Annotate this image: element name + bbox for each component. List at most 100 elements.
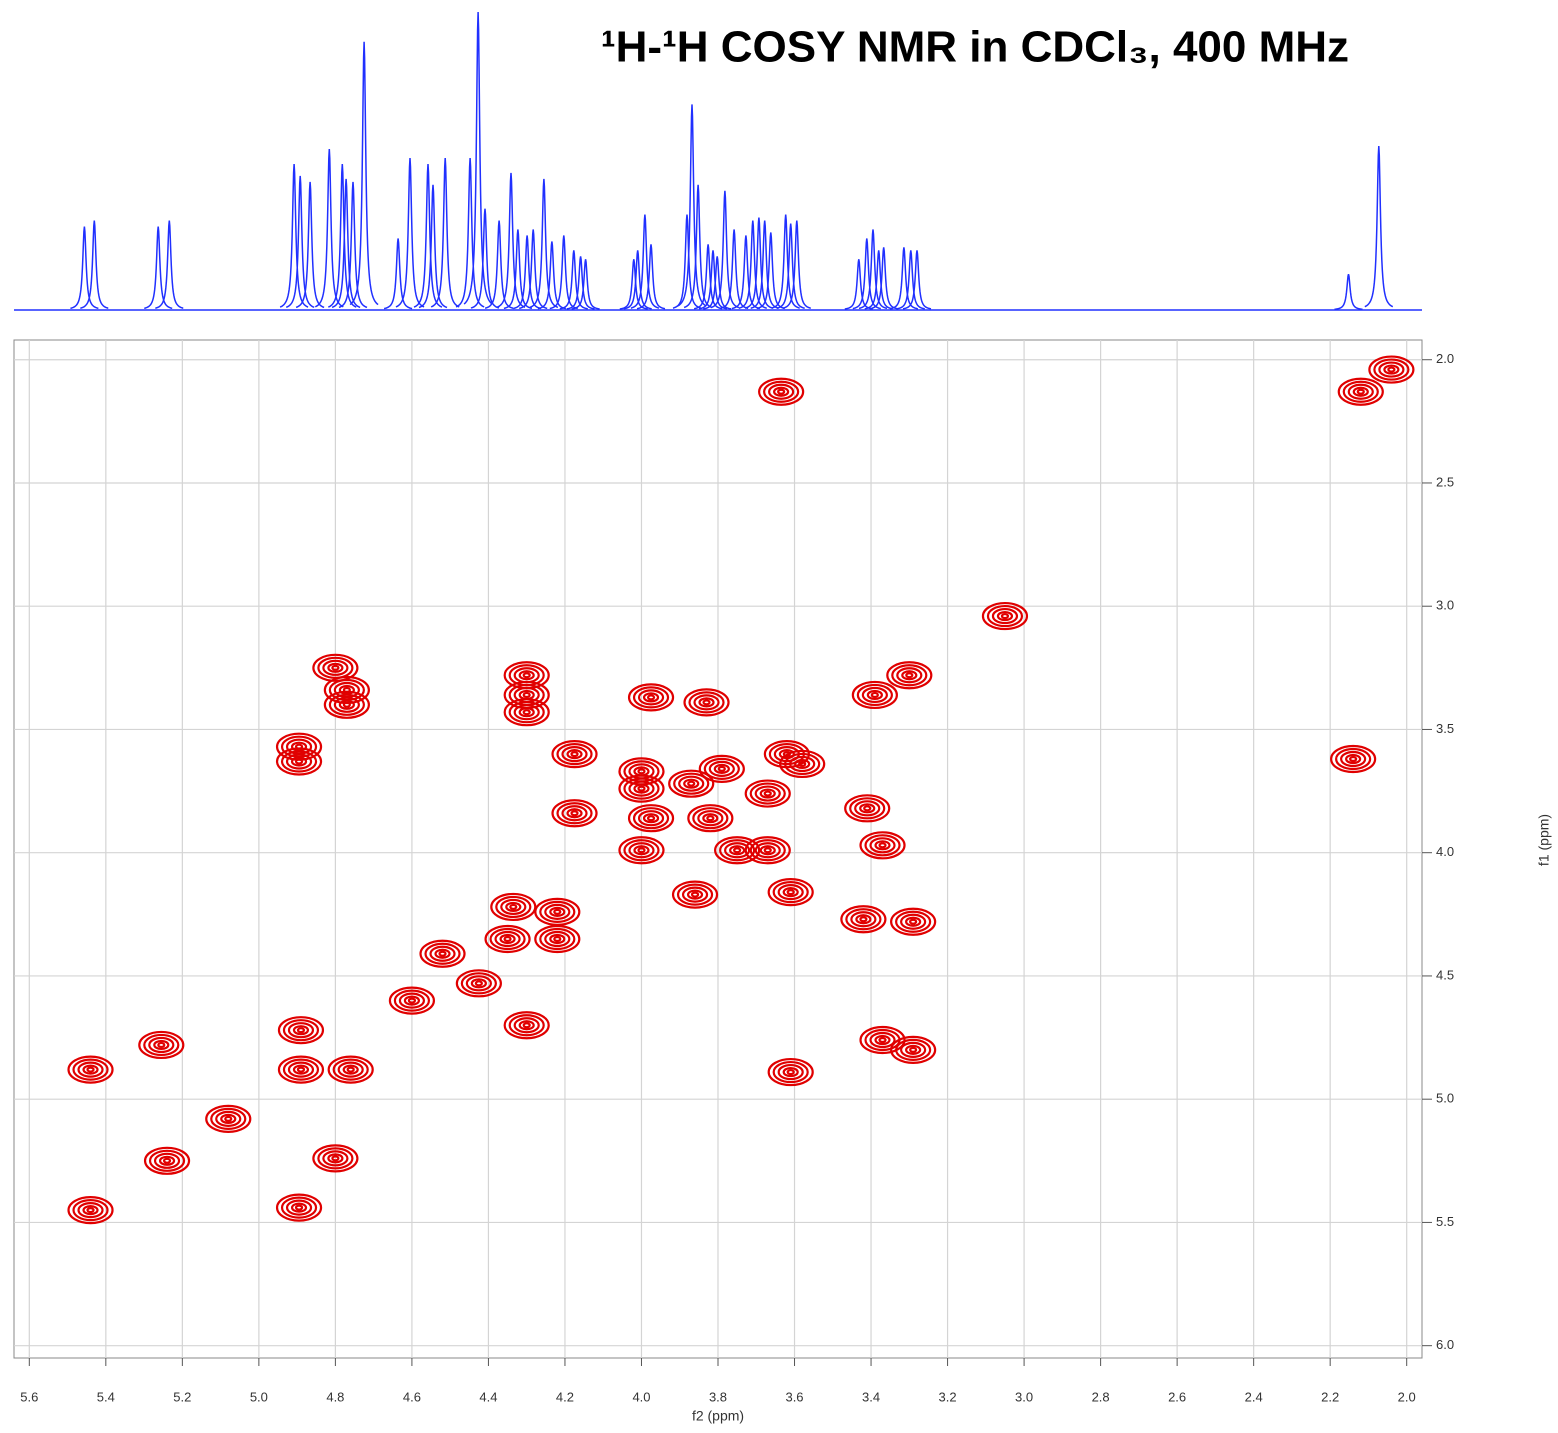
cross-peak xyxy=(763,380,800,403)
cross-peak xyxy=(759,845,776,856)
cross-peak xyxy=(342,1064,359,1075)
cross-peak xyxy=(470,978,487,989)
cross-peak xyxy=(856,683,893,707)
cross-peak xyxy=(522,1022,531,1029)
cross-peak xyxy=(403,995,421,1006)
spectrum-peak xyxy=(418,184,448,309)
cross-peak xyxy=(513,1017,540,1034)
cross-peak xyxy=(544,903,571,920)
cross-peak xyxy=(561,805,588,822)
cross-peak xyxy=(1352,386,1369,397)
cross-peak xyxy=(327,1055,374,1084)
spectrum-peak xyxy=(383,238,413,310)
cross-peak xyxy=(294,758,304,765)
cross-peak xyxy=(789,755,816,773)
cross-peak xyxy=(646,815,656,822)
cross-peak xyxy=(683,778,700,789)
cross-peak xyxy=(82,1205,99,1216)
cross-peak xyxy=(874,840,891,851)
cross-peak xyxy=(686,889,704,900)
cross-peak xyxy=(900,1041,927,1058)
cross-peak xyxy=(205,1104,252,1134)
cross-peak xyxy=(332,1058,369,1081)
cross-peak xyxy=(518,1020,535,1031)
cross-peak xyxy=(518,670,535,681)
cross-peak xyxy=(717,765,726,772)
spectrum-peak xyxy=(710,190,740,309)
cross-peak xyxy=(534,924,581,954)
cross-peak xyxy=(553,908,562,915)
cross-peak xyxy=(628,780,655,797)
x-tick-label: 5.6 xyxy=(20,1389,38,1404)
y-axis-label: f1 (ppm) xyxy=(1536,814,1552,866)
cross-peak xyxy=(794,758,811,770)
spectrum-peak xyxy=(503,229,533,310)
cross-peak xyxy=(628,842,655,859)
cross-peak xyxy=(455,969,502,998)
cross-peak xyxy=(489,927,526,951)
cross-peak xyxy=(338,699,355,710)
cross-peak xyxy=(1373,358,1410,381)
cross-peak xyxy=(566,808,583,819)
cross-peak xyxy=(407,997,417,1004)
spectrum-peak xyxy=(455,157,485,308)
x-tick-label: 4.0 xyxy=(632,1389,650,1404)
cross-peak xyxy=(333,696,360,713)
cross-peak xyxy=(690,891,700,898)
spectrum-peak xyxy=(349,41,379,306)
cross-peak xyxy=(901,670,918,681)
spectrum-peak xyxy=(858,229,888,310)
cross-peak xyxy=(561,746,588,763)
cross-peak xyxy=(772,881,809,904)
cross-peak xyxy=(434,948,451,959)
spectrum-peak xyxy=(155,220,184,309)
cross-peak xyxy=(627,683,675,712)
spectrum-peak xyxy=(896,250,925,310)
cross-peak xyxy=(539,900,576,923)
cross-peak xyxy=(143,1033,180,1057)
cross-peak xyxy=(706,815,715,822)
y-tick-label: 4.5 xyxy=(1436,967,1454,982)
cross-peak xyxy=(681,886,709,903)
y-tick-label: 5.0 xyxy=(1436,1091,1454,1106)
spectrum-peak xyxy=(782,220,811,309)
cross-peak xyxy=(1368,355,1415,384)
cross-peak xyxy=(767,1057,814,1087)
cross-peak xyxy=(570,751,579,758)
cross-peak xyxy=(632,807,670,830)
cross-peak xyxy=(503,935,512,943)
cross-peak xyxy=(845,908,882,931)
cross-peak xyxy=(292,1025,310,1036)
cross-peak xyxy=(1337,377,1384,406)
cross-peak xyxy=(553,935,562,943)
cross-peak xyxy=(878,842,887,849)
spectrum-peak xyxy=(537,241,567,310)
spectrum-peak xyxy=(619,259,648,310)
spectrum-peak xyxy=(623,250,652,310)
cross-peak xyxy=(870,691,879,699)
x-tick-label: 2.8 xyxy=(1092,1389,1110,1404)
cross-peak xyxy=(322,659,349,676)
spectrum-peak xyxy=(771,214,800,309)
spectrum-peak xyxy=(413,163,443,308)
cross-peak xyxy=(327,662,344,673)
spectrum-peak xyxy=(529,178,559,309)
cross-peak xyxy=(292,1064,310,1075)
spectrum-peak xyxy=(889,247,918,310)
cross-peak xyxy=(566,749,583,760)
cross-peak xyxy=(692,807,729,830)
cross-peak xyxy=(859,916,868,923)
cross-peak xyxy=(327,1153,344,1164)
cross-peak xyxy=(539,927,576,951)
cross-peak xyxy=(549,906,566,917)
cross-peak xyxy=(886,661,933,690)
y-tick-label: 3.5 xyxy=(1436,721,1454,736)
cross-peak xyxy=(503,698,550,727)
cross-peak xyxy=(280,1196,318,1219)
cross-peak xyxy=(1356,388,1365,395)
cross-peak xyxy=(157,1041,166,1049)
cross-peak xyxy=(1342,380,1379,403)
cross-peak xyxy=(895,1038,932,1061)
